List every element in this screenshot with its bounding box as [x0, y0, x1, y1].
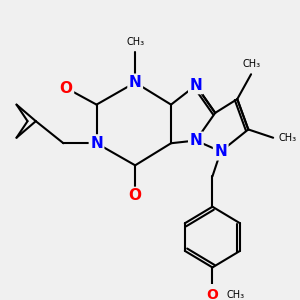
- Text: N: N: [214, 144, 227, 159]
- Text: N: N: [190, 78, 202, 93]
- Text: CH₃: CH₃: [279, 133, 297, 143]
- Text: N: N: [190, 133, 202, 148]
- Text: O: O: [206, 288, 218, 300]
- Text: CH₃: CH₃: [242, 59, 260, 69]
- Text: CH₃: CH₃: [226, 290, 244, 300]
- Text: CH₃: CH₃: [126, 37, 144, 47]
- Text: O: O: [129, 188, 142, 203]
- Text: O: O: [60, 81, 73, 96]
- Text: N: N: [129, 75, 142, 90]
- Text: N: N: [90, 136, 103, 151]
